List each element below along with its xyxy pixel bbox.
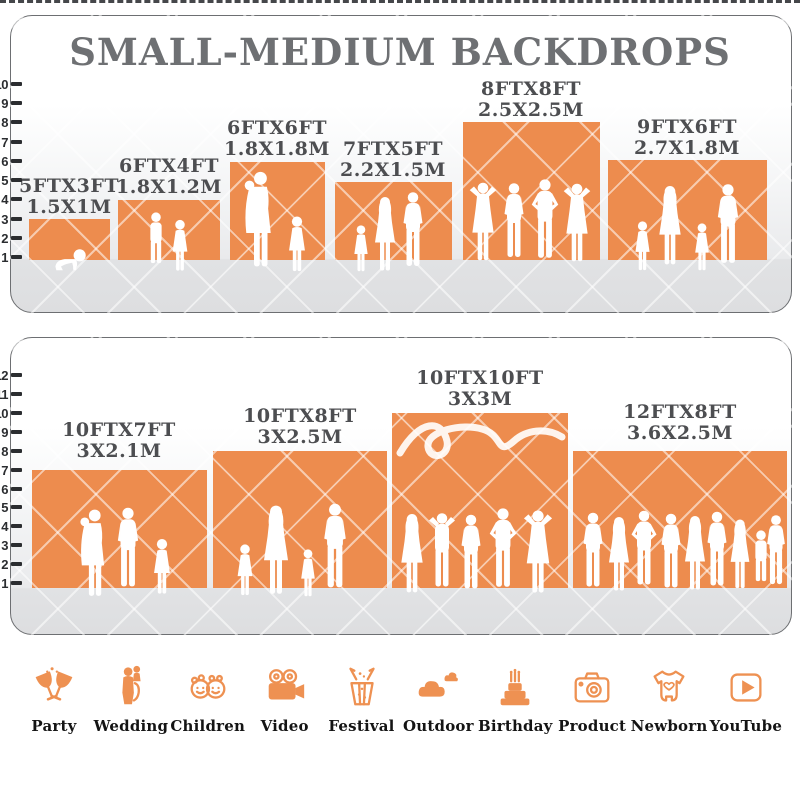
category-youtube: YouTube [710, 664, 782, 735]
ruler-tick: 5 [0, 173, 22, 188]
ruler-tick: 6 [0, 154, 22, 169]
category-row: Party Wedding [18, 664, 782, 735]
ruler-tick: 10 [0, 406, 22, 421]
backdrop-size-label: 12FTX8FT 3.6X2.5M [623, 401, 737, 444]
page-title: SMALL-MEDIUM BACKDROPS [69, 30, 731, 74]
ruler-tick: 6 [0, 482, 22, 497]
category-party: Party [18, 664, 90, 735]
ruler-tick: 9 [0, 96, 22, 111]
category-label: Party [31, 717, 77, 735]
man-silhouette [318, 494, 352, 598]
ruler-tick: 2 [0, 231, 22, 246]
ruler-tick: 7 [0, 463, 22, 478]
backdrop-size-label: 6FTX4FT 1.8X1.2M [116, 155, 222, 198]
watermark-script [396, 422, 566, 459]
category-label: Newborn [630, 717, 708, 735]
children-icon [190, 674, 226, 699]
girl-silhouette [630, 221, 655, 271]
newborn-icon [653, 670, 685, 702]
ruler-tick: 4 [0, 192, 22, 207]
backdrop-size-label: 8FTX8FT 2.5X2.5M [478, 78, 584, 121]
man-silhouette [456, 506, 486, 598]
ruler-tick: 11 [0, 387, 22, 402]
backdrop-size-label: 10FTX10FT 3X3M [416, 367, 544, 410]
festival-icon [348, 667, 375, 706]
man-silhouette [486, 498, 520, 598]
girl-silhouette [167, 219, 193, 272]
ruler-tick: 12 [0, 368, 22, 383]
man-silhouette [762, 502, 790, 598]
girl-silhouette [232, 542, 258, 598]
outdoor-icon [419, 672, 459, 697]
category-outdoor: Outdoor [402, 664, 474, 735]
backdrop-size-label: 10FTX8FT 3X2.5M [243, 405, 357, 448]
category-product: Product [556, 664, 628, 735]
category-label: Wedding [93, 717, 169, 735]
man-silhouette [398, 187, 428, 272]
ruler-tick: 8 [0, 115, 22, 130]
party-icon [35, 667, 73, 701]
man-silhouette [499, 173, 529, 268]
girl-silhouette [283, 216, 311, 272]
woman-silhouette [560, 177, 594, 268]
category-festival: Festival [326, 664, 398, 735]
man-silhouette [712, 177, 744, 271]
wedding-icon [122, 665, 141, 705]
category-label: Children [170, 717, 246, 735]
ruler-tick: 9 [0, 425, 22, 440]
woman-silhouette [370, 196, 400, 272]
ruler-tick: 8 [0, 444, 22, 459]
girl-silhouette [296, 548, 320, 598]
ruler-tick: 3 [0, 538, 22, 553]
woman-silhouette [466, 175, 500, 268]
man-silhouette [426, 502, 458, 598]
ruler-tick: 2 [0, 557, 22, 572]
ruler-tick: 7 [0, 135, 22, 150]
ruler-tick: 3 [0, 212, 22, 227]
woman-silhouette [396, 509, 428, 598]
baby-silhouette [47, 247, 89, 273]
girl-silhouette [148, 536, 176, 597]
category-label: Outdoor [403, 717, 474, 735]
backdrop-size-label: 10FTX7FT 3X2.1M [62, 419, 176, 462]
ruler-tick: 1 [0, 250, 22, 265]
ruler-tick: 10 [0, 77, 22, 92]
category-label: Product [558, 717, 627, 735]
category-birthday: Birthday [477, 664, 553, 735]
ruler-tick: 4 [0, 519, 22, 534]
woman-silhouette [654, 180, 686, 271]
man-silhouette [112, 498, 144, 597]
mother-baby-silhouette [72, 509, 114, 597]
product-icon [574, 672, 610, 703]
birthday-icon [500, 668, 530, 706]
backdrop-size-label: 9FTX6FT 2.7X1.8M [634, 116, 740, 159]
category-label: Birthday [477, 717, 553, 735]
category-label: YouTube [709, 717, 783, 735]
girl-silhouette [690, 223, 714, 271]
category-label: Video [260, 717, 309, 735]
video-icon [268, 669, 304, 700]
category-wedding: Wedding [93, 664, 169, 735]
category-children: Children [170, 664, 246, 735]
ruler-tick: 1 [0, 576, 22, 591]
backdrop-size-label: 7FTX5FT 2.2X1.5M [340, 138, 446, 181]
youtube-icon [730, 673, 762, 702]
woman-silhouette [520, 505, 556, 598]
category-label: Festival [328, 717, 395, 735]
category-video: Video [249, 664, 321, 735]
woman-silhouette [258, 502, 294, 598]
man-silhouette [528, 170, 562, 268]
cropped-top-edge [0, 0, 800, 3]
category-newborn: Newborn [630, 664, 708, 735]
ruler-tick: 5 [0, 500, 22, 515]
